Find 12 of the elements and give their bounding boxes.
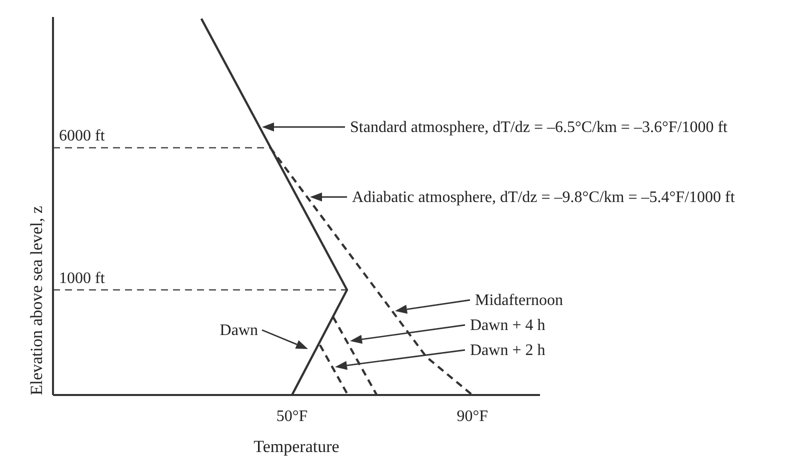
- x-axis-title: Temperature: [254, 437, 340, 456]
- annotation: Midafternoon: [475, 292, 563, 309]
- y-tick-label: 1000 ft: [59, 270, 106, 287]
- annotation: Dawn + 4 h: [470, 317, 546, 334]
- annotation: Standard atmosphere, dT/dz = –6.5°C/km = –3.6°F/1000 ft: [350, 119, 728, 136]
- y-tick-label: 6000 ft: [59, 128, 106, 145]
- annotation: Dawn + 2 h: [470, 342, 546, 359]
- annotation: Dawn: [220, 322, 258, 339]
- x-tick-label: 50°F: [276, 408, 308, 425]
- x-tick-label: 90°F: [456, 408, 488, 425]
- annotation: Adiabatic atmosphere, dT/dz = –9.8°C/km = –5.4°F/1000 ft: [352, 189, 736, 206]
- y-axis-title: Elevation above sea level, z: [27, 206, 46, 396]
